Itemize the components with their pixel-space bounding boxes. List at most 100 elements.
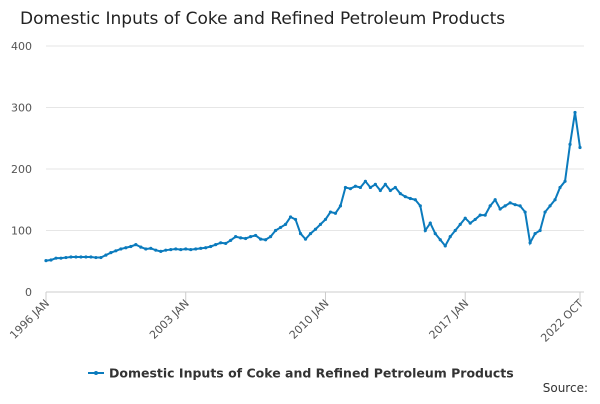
point (84, 255, 88, 259)
point (288, 215, 293, 219)
legend-marker (94, 371, 98, 375)
point (473, 217, 477, 222)
point (333, 211, 338, 215)
point (388, 188, 392, 193)
y-tick-label: 100 (11, 225, 32, 238)
point (293, 217, 298, 222)
point (219, 241, 223, 245)
point (518, 204, 522, 208)
point (149, 246, 153, 250)
point (503, 204, 507, 208)
point (144, 247, 148, 251)
point (199, 246, 203, 250)
point (179, 247, 183, 252)
point (358, 185, 363, 190)
point (533, 231, 537, 236)
point (558, 185, 562, 190)
point (453, 228, 457, 233)
point (229, 238, 233, 242)
point (104, 253, 108, 257)
point (119, 247, 123, 251)
point (318, 222, 323, 226)
point (109, 251, 113, 255)
point (268, 235, 273, 239)
chart-title: Domestic Inputs of Coke and Refined Petr… (20, 9, 505, 29)
point (458, 222, 462, 226)
point (528, 241, 532, 245)
point (189, 247, 193, 252)
point (563, 179, 567, 183)
point (159, 249, 163, 254)
y-tick-label: 200 (11, 163, 32, 176)
point (403, 195, 407, 199)
point (54, 256, 58, 260)
point (239, 236, 243, 240)
point (194, 247, 198, 251)
point (129, 244, 133, 249)
point (438, 238, 442, 242)
point (89, 255, 93, 259)
point (383, 182, 387, 186)
point (508, 201, 512, 205)
point (428, 221, 432, 225)
point (423, 228, 427, 233)
point (99, 255, 103, 260)
x-tick-label: 1996 JAN (7, 297, 52, 342)
line (45, 112, 581, 262)
point (184, 247, 188, 251)
point (44, 259, 48, 263)
point (214, 243, 218, 247)
point (488, 204, 492, 208)
y-tick-label: 0 (25, 286, 32, 299)
point (413, 198, 417, 202)
point (74, 255, 78, 259)
point (263, 238, 268, 242)
point (433, 231, 437, 236)
point (373, 182, 377, 186)
point (578, 145, 582, 150)
point (553, 198, 557, 202)
point (134, 243, 138, 247)
point (463, 216, 467, 220)
point (418, 204, 422, 208)
point (483, 213, 487, 217)
point (278, 225, 283, 230)
point (478, 213, 482, 217)
point (59, 256, 63, 260)
x-tick-label: 2003 JAN (147, 297, 192, 342)
point (204, 246, 208, 250)
point (323, 217, 328, 222)
point (313, 227, 318, 231)
point (174, 247, 178, 251)
point (234, 235, 238, 239)
point (79, 255, 83, 259)
point (573, 110, 577, 115)
point (393, 185, 397, 190)
point (498, 207, 502, 211)
point (303, 237, 308, 241)
point (154, 248, 158, 252)
x-tick-label: 2022 OCT (538, 297, 586, 345)
source: Source: (543, 381, 588, 395)
point (273, 228, 278, 233)
point (543, 210, 547, 214)
point (169, 247, 173, 252)
point (64, 255, 68, 260)
point (298, 231, 303, 236)
point (398, 192, 402, 196)
point (224, 241, 228, 246)
point (139, 245, 143, 249)
point (348, 187, 353, 191)
point (468, 221, 472, 225)
point (249, 235, 253, 239)
legend-label: Domestic Inputs of Coke and Refined Petr… (109, 366, 514, 381)
point (124, 246, 128, 250)
point (378, 188, 382, 193)
point (244, 236, 248, 241)
point (538, 228, 542, 233)
point (548, 204, 552, 208)
point (338, 204, 343, 208)
point (283, 222, 288, 226)
point (493, 198, 497, 202)
